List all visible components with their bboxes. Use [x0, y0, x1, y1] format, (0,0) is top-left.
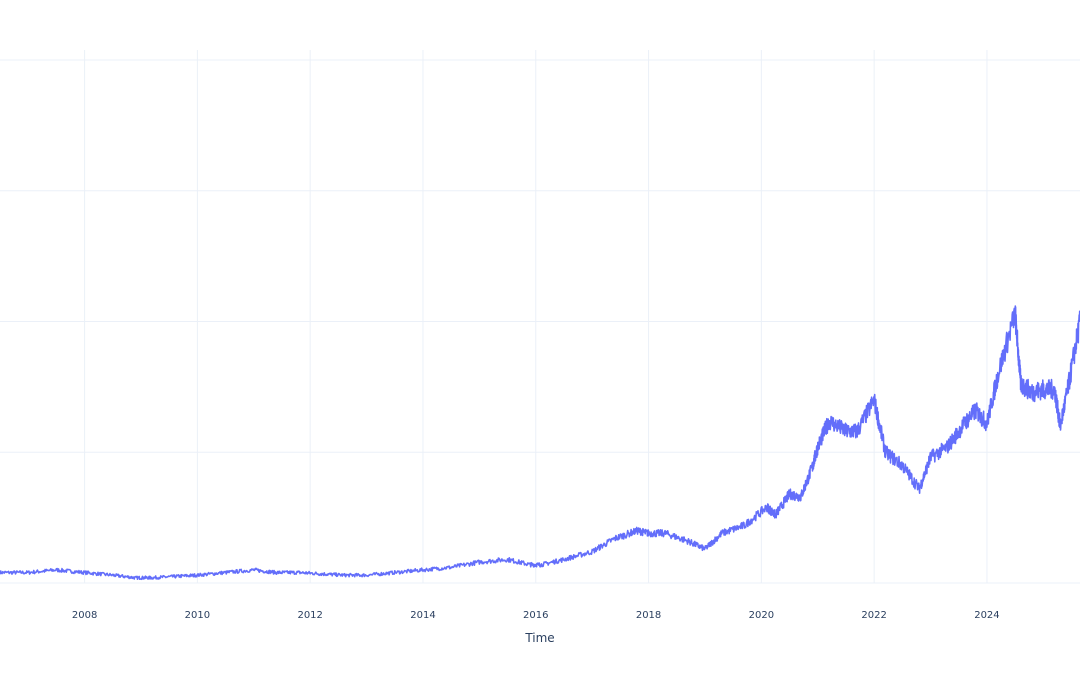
- x-tick-label-5: 2018: [636, 610, 661, 621]
- x-tick-label-4: 2016: [523, 610, 548, 621]
- series-layer: [0, 305, 1080, 581]
- series-line-0: [0, 305, 1080, 581]
- x-tick-label-1: 2010: [185, 610, 210, 621]
- x-tick-label-6: 2020: [749, 610, 774, 621]
- x-tick-label-8: 2024: [974, 610, 999, 621]
- x-tick-label-2: 2012: [297, 610, 322, 621]
- x-tick-labels: 2008 2010 2012 2014 2016 2018 2020 2022 2024: [72, 610, 1000, 621]
- x-tick-label-0: 2008: [72, 610, 97, 621]
- grid-layer: [0, 50, 1080, 584]
- x-tick-label-3: 2014: [410, 610, 435, 621]
- x-tick-label-7: 2022: [861, 610, 886, 621]
- x-axis-title: Time: [524, 631, 554, 645]
